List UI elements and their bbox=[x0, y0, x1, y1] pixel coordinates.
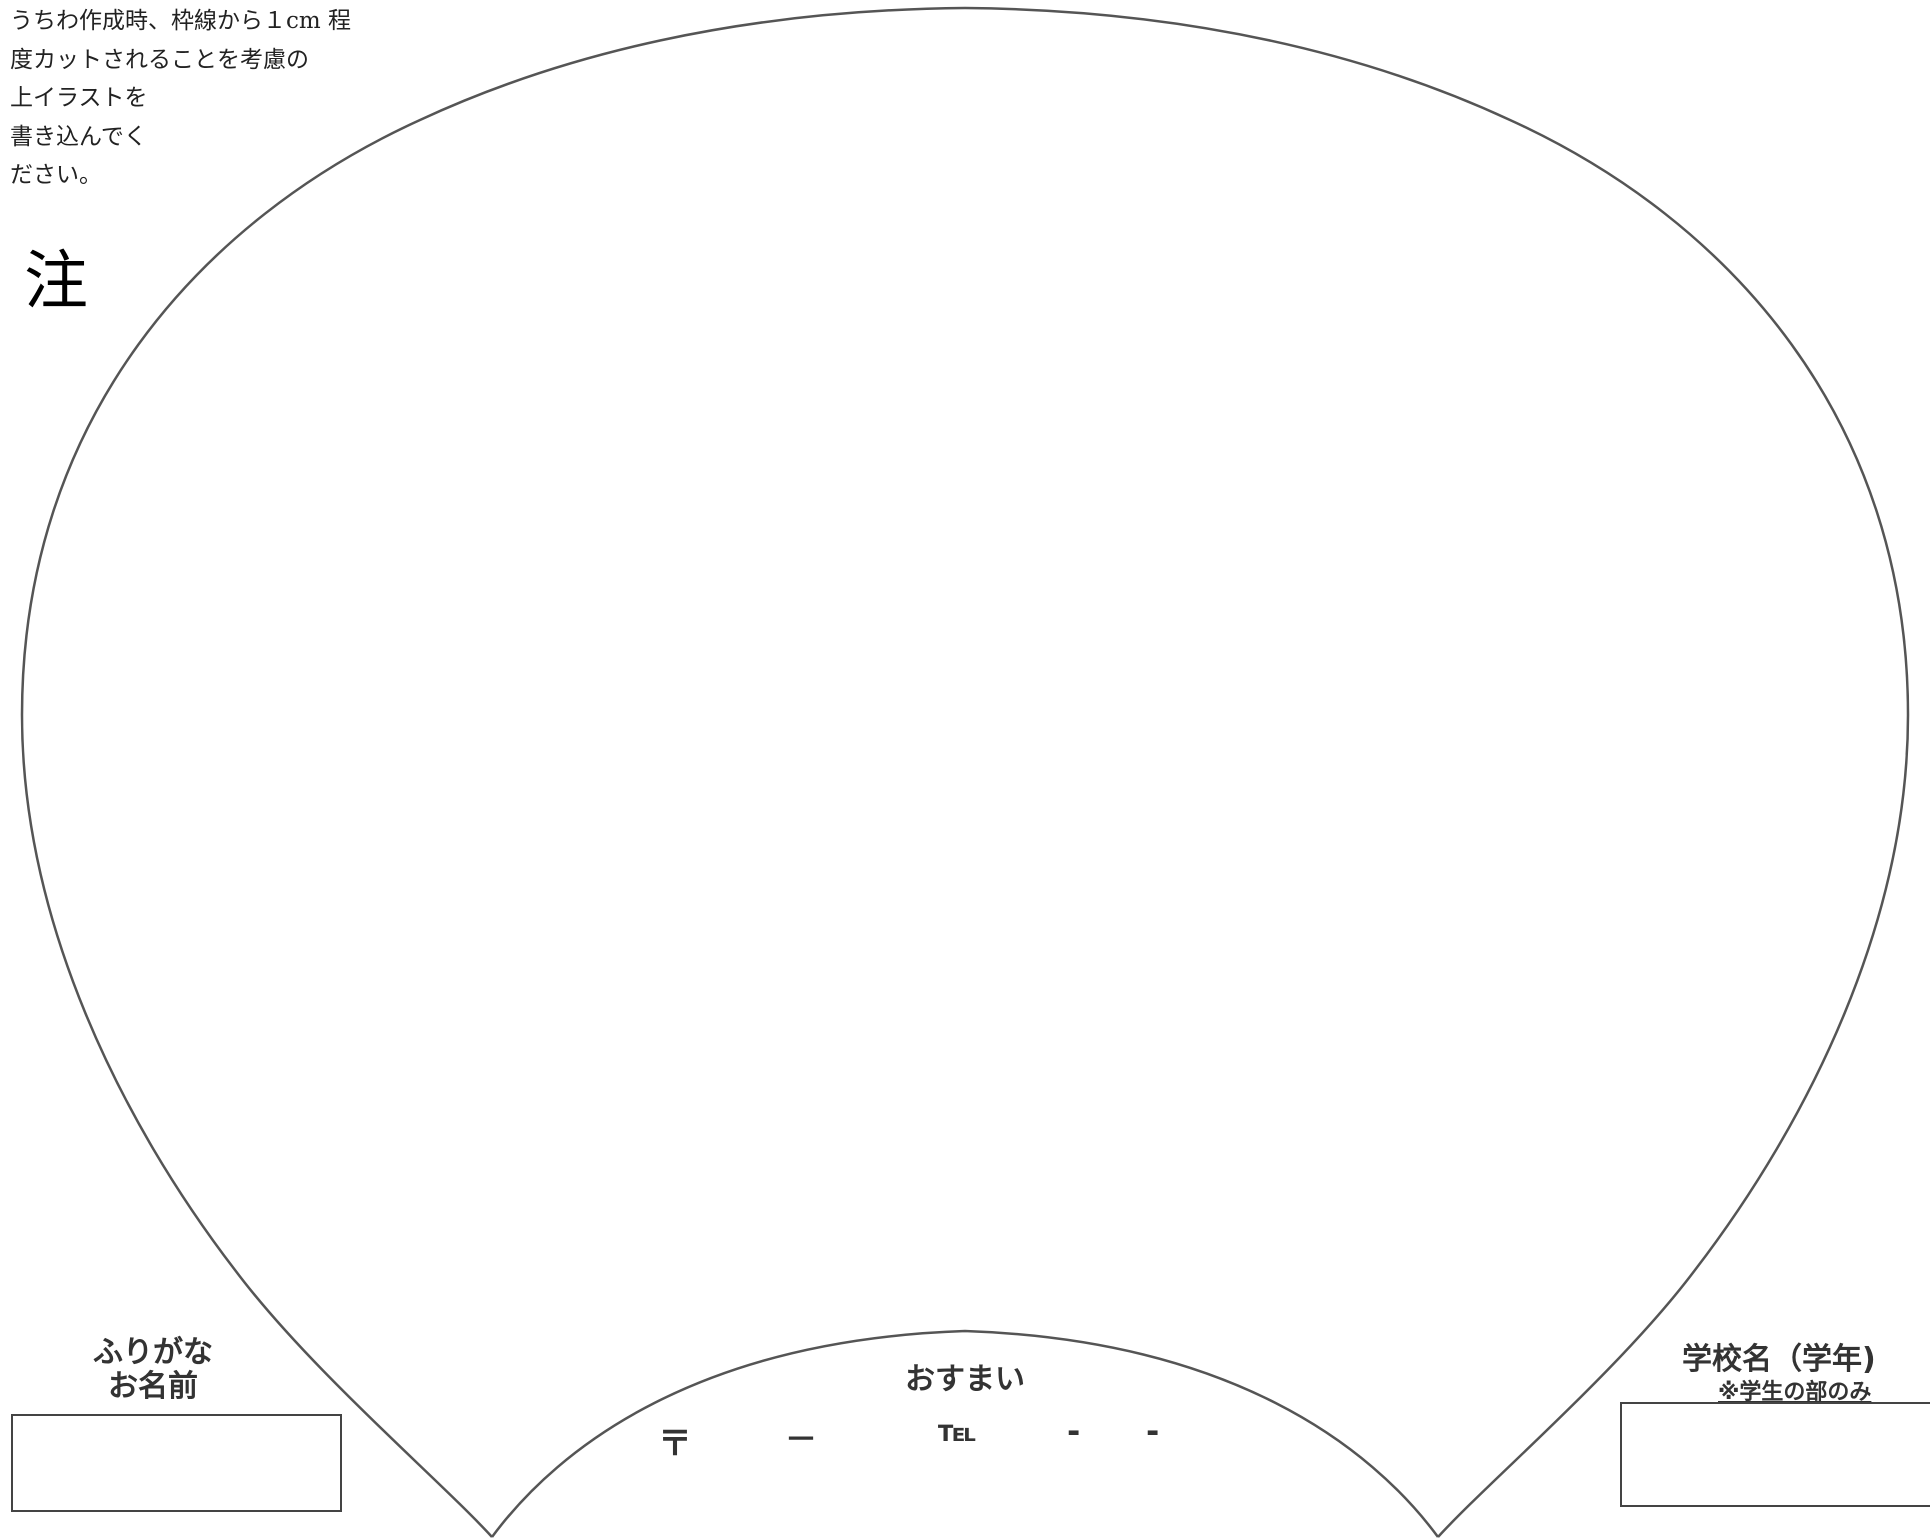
handle-arch bbox=[490, 1329, 1440, 1538]
notice-line: ださい。 bbox=[10, 162, 102, 188]
address-label: おすまい bbox=[905, 1362, 1025, 1397]
postal-dash: － bbox=[785, 1420, 818, 1458]
name-label: お名前 bbox=[108, 1369, 198, 1404]
notice-line: うちわ作成時、枠線から１cm 程 bbox=[10, 8, 352, 34]
name-label-group: ふりがな お名前 bbox=[86, 1336, 220, 1404]
fan-border bbox=[20, 6, 1910, 1538]
tel-label: ℡ bbox=[938, 1414, 977, 1449]
notice-text: うちわ作成時、枠線から１cm 程 度カットされることを考慮の 上イラストを 書き… bbox=[10, 2, 351, 195]
tel-dash: - bbox=[1067, 1412, 1081, 1450]
school-label: 学校名（学年) bbox=[1682, 1342, 1876, 1377]
notice-line: 上イラストを bbox=[10, 85, 148, 111]
name-input[interactable] bbox=[11, 1414, 342, 1512]
furigana-label: ふりがな bbox=[93, 1335, 213, 1370]
postal-mark: 〒 bbox=[658, 1424, 692, 1464]
tel-dash: - bbox=[1146, 1412, 1160, 1450]
notice-line: 書き込んでく bbox=[10, 123, 147, 150]
school-input[interactable] bbox=[1620, 1402, 1930, 1507]
notice-mark: 注 bbox=[24, 245, 88, 319]
school-note: ※学生の部のみ bbox=[1718, 1380, 1872, 1405]
notice-line: 度カットされることを考慮の bbox=[10, 46, 309, 73]
